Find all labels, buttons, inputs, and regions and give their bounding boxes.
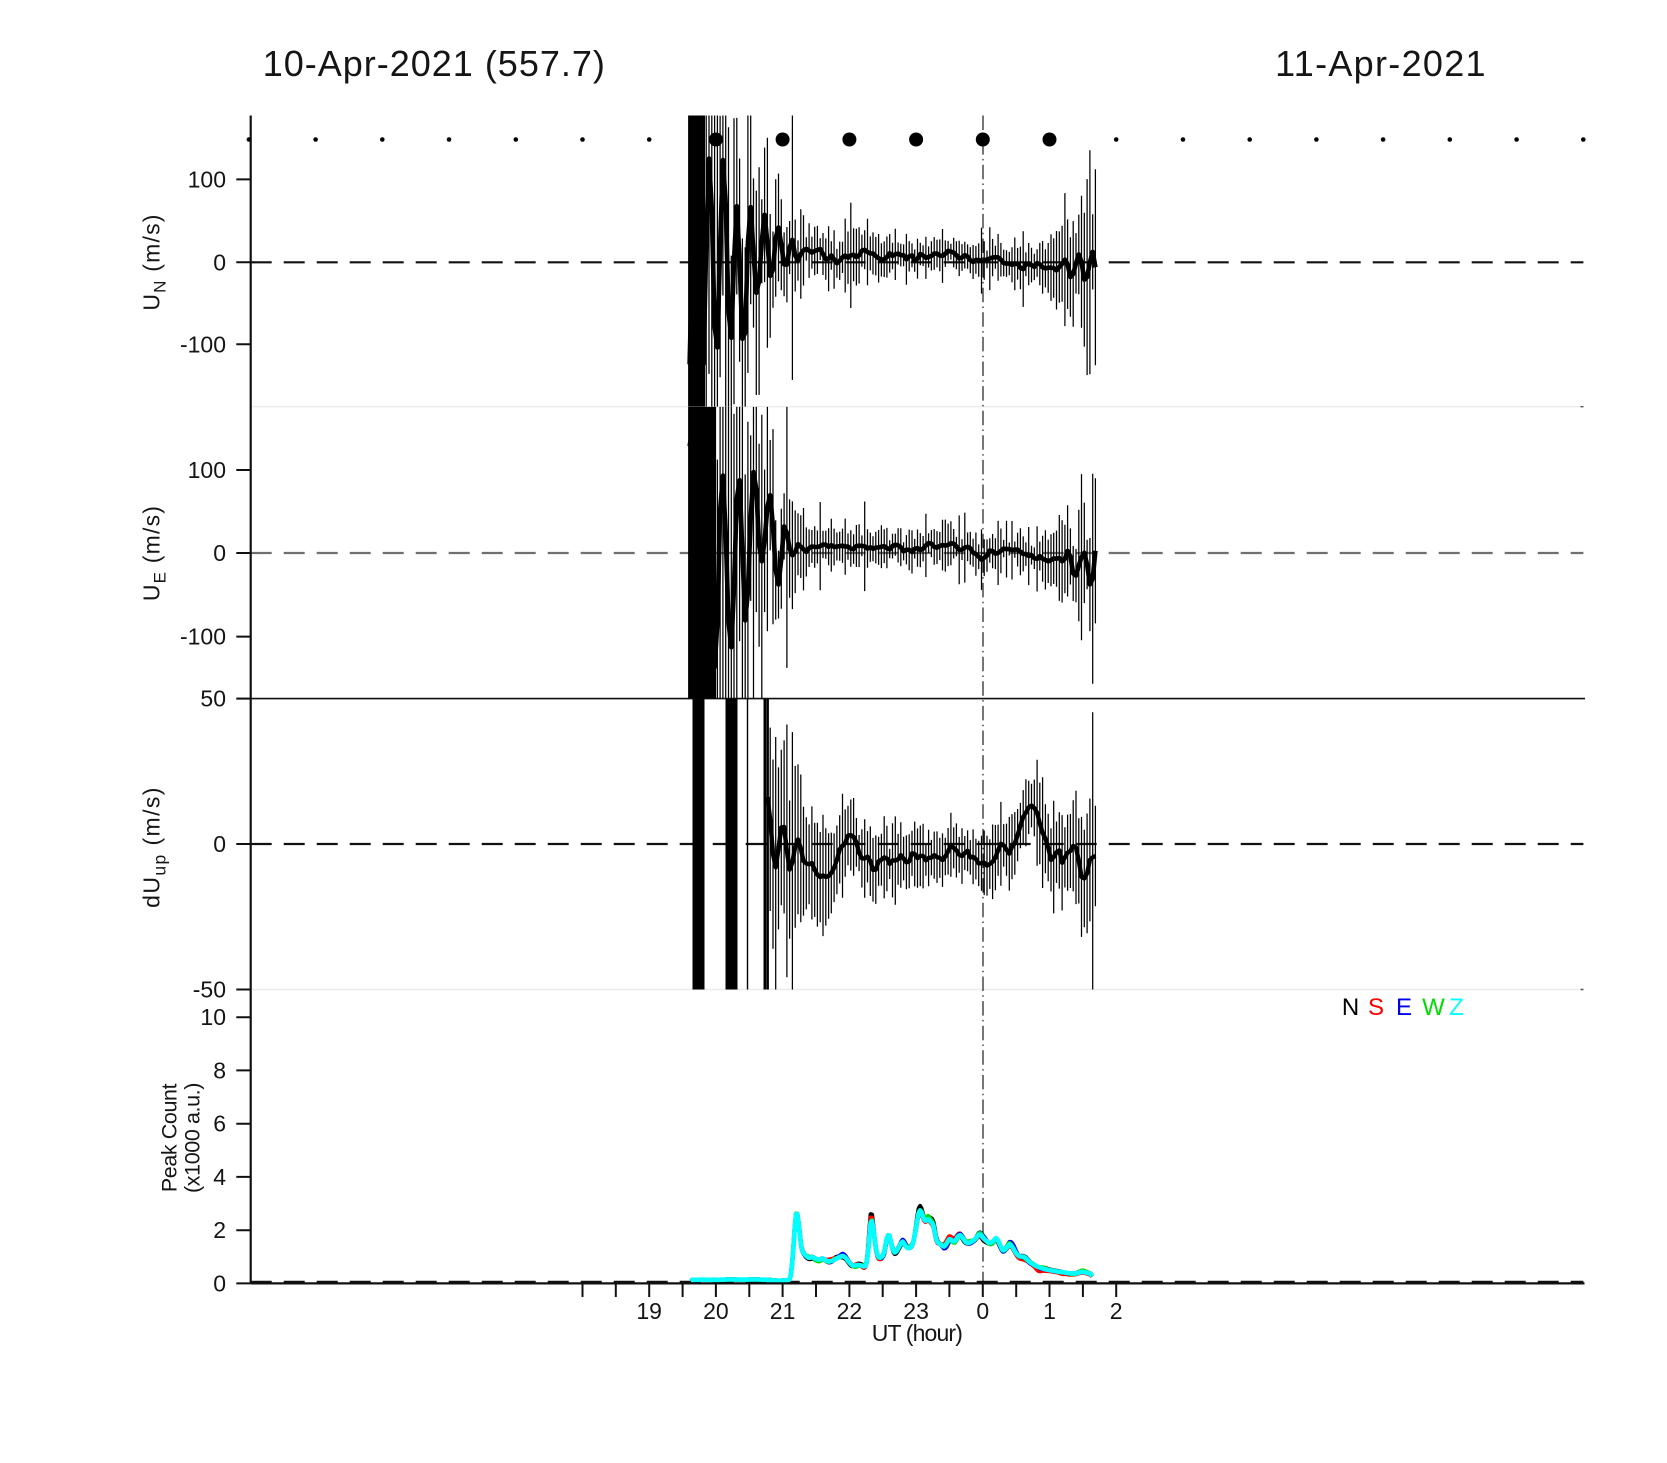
svg-text:8: 8: [213, 1057, 226, 1083]
svg-text:0: 0: [213, 249, 226, 275]
svg-text:19: 19: [636, 1298, 662, 1324]
svg-text:N: N: [1342, 994, 1359, 1021]
svg-text:UN (m/s): UN (m/s): [139, 213, 170, 310]
svg-text:UT (hour): UT (hour): [872, 1320, 963, 1346]
svg-text:23: 23: [903, 1298, 929, 1324]
svg-text:22: 22: [837, 1298, 863, 1324]
svg-text:0: 0: [213, 831, 226, 857]
svg-text:10: 10: [200, 1004, 226, 1030]
svg-text:E: E: [1396, 994, 1412, 1021]
svg-text:6: 6: [213, 1111, 226, 1137]
svg-text:21: 21: [770, 1298, 796, 1324]
svg-text:UE (m/s): UE (m/s): [139, 505, 170, 601]
svg-text:(x1000 a.u.): (x1000 a.u.): [181, 1083, 205, 1193]
svg-text:11-Apr-2021: 11-Apr-2021: [1275, 43, 1487, 84]
svg-text:4: 4: [213, 1164, 226, 1190]
svg-text:W: W: [1422, 994, 1445, 1021]
svg-text:-50: -50: [193, 977, 226, 1003]
svg-text:S: S: [1368, 994, 1384, 1021]
svg-text:-100: -100: [180, 331, 226, 357]
svg-text:0: 0: [213, 1270, 226, 1296]
svg-text:100: 100: [188, 166, 226, 192]
svg-text:2: 2: [1110, 1298, 1123, 1324]
svg-text:0: 0: [976, 1298, 989, 1324]
svg-text:20: 20: [703, 1298, 729, 1324]
svg-text:1: 1: [1043, 1298, 1056, 1324]
svg-text:2: 2: [213, 1217, 226, 1243]
svg-text:100: 100: [188, 457, 226, 483]
svg-text:10-Apr-2021 (557.7): 10-Apr-2021 (557.7): [263, 43, 606, 84]
svg-text:dUup (m/s): dUup (m/s): [139, 786, 170, 908]
svg-text:Z: Z: [1449, 994, 1464, 1021]
svg-text:-100: -100: [180, 624, 226, 650]
svg-text:Peak Count: Peak Count: [158, 1083, 182, 1192]
svg-text:0: 0: [213, 540, 226, 566]
svg-text:50: 50: [200, 686, 226, 712]
